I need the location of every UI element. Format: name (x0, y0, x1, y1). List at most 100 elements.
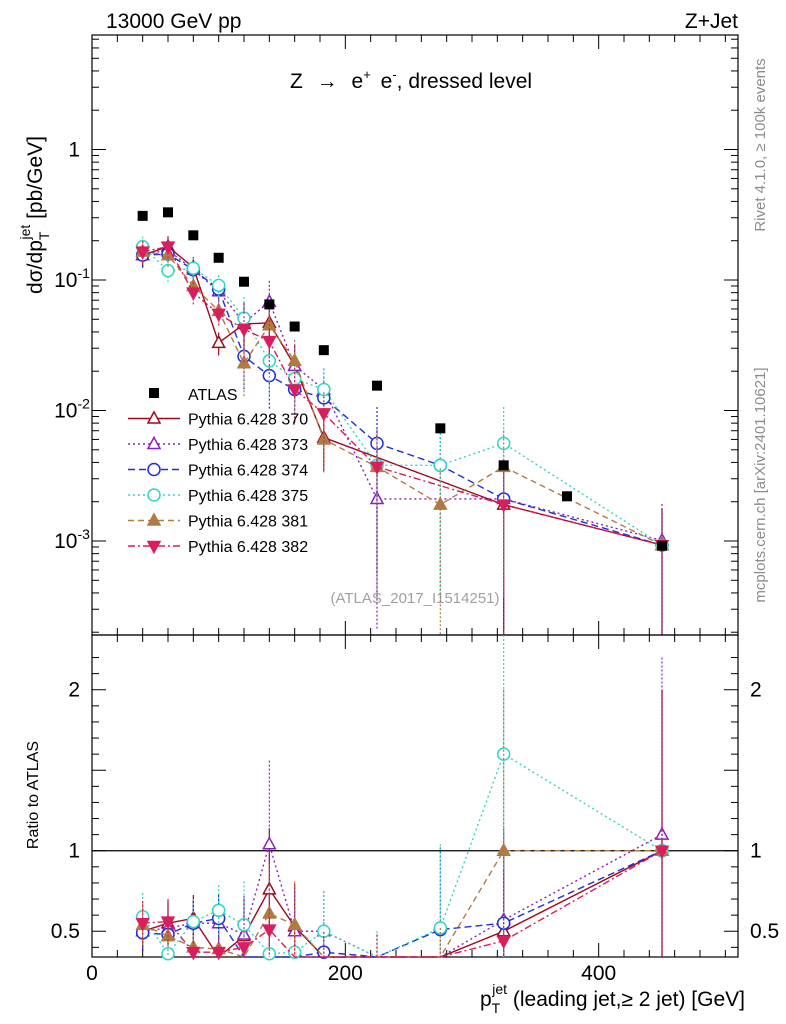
legend-entry-382: Pythia 6.428 382 (128, 539, 308, 556)
title-arrow: → (317, 70, 338, 93)
legend-marker (146, 540, 162, 555)
atlas-point (289, 321, 300, 332)
data-point (236, 355, 252, 369)
x-axis-label: pTjet (leading jet,≥ 2 jet) [GeV] (480, 981, 745, 1016)
data-point (369, 461, 385, 476)
ratio-data-point (262, 836, 277, 850)
ratio-data-point (496, 842, 511, 856)
ratio-data-point (135, 917, 150, 932)
xlabel-sub: T (492, 1000, 501, 1016)
title-minus: - (392, 67, 396, 82)
ratio-data-point (211, 903, 226, 918)
legend-label: Pythia 6.428 381 (188, 514, 308, 531)
ratio-data-point (186, 914, 201, 929)
analysis-watermark: (ATLAS_2017_I1514251) (330, 590, 499, 607)
title-plus: + (363, 67, 371, 82)
main-series-layer (135, 236, 670, 635)
data-point (287, 372, 302, 386)
ratio-series-382 (135, 689, 670, 961)
x-tick-label: 200 (328, 962, 363, 985)
title-e2: e (381, 70, 393, 93)
header-process-label: Z+Jet (685, 10, 738, 33)
ratio-series-line (142, 834, 663, 958)
ratio-data-point (211, 946, 226, 961)
series-line (142, 245, 663, 546)
legend-label: Pythia 6.428 374 (188, 463, 308, 480)
tick-base: 10 (54, 400, 77, 423)
data-point (496, 499, 511, 513)
main-y-tick-label: 10-3 (54, 526, 90, 553)
ratio-data-point (654, 826, 670, 840)
ylabel-sub: T (36, 231, 52, 240)
ratio-series-line (142, 850, 662, 958)
mcplots-label: mcplots.cern.ch [arXiv:2401.10621] (752, 367, 769, 602)
ratio-series-layer (135, 635, 670, 961)
tick-exponent: -1 (77, 265, 90, 281)
ratio-data-point (160, 916, 176, 930)
main-plot-title: Z → e+ e-, dressed level (290, 61, 532, 93)
ratio-y-tick-label-right: 2 (750, 679, 762, 702)
ratio-y-axis-label: Ratio to ATLAS (25, 741, 42, 849)
data-point (317, 382, 331, 397)
data-point (135, 246, 150, 260)
legend-entry-370: Pythia 6.428 370 (128, 410, 308, 429)
ratio-data-point (186, 946, 201, 961)
data-point (262, 335, 277, 350)
atlas-point (188, 230, 199, 241)
legend-entry-atlas: ATLAS (149, 387, 238, 404)
legend-entry-381: Pythia 6.428 381 (128, 512, 308, 531)
main-y-axis-ticks (91, 35, 738, 635)
tick-base: 10 (54, 530, 77, 553)
legend-marker (147, 488, 161, 502)
data-point (186, 261, 201, 276)
xlabel-main: p (480, 988, 492, 1011)
tick-exponent: -3 (77, 526, 90, 542)
data-point (287, 352, 302, 367)
data-point (160, 241, 176, 255)
xlabel-sup: jet (491, 981, 507, 997)
tick-exponent: -2 (77, 396, 90, 412)
main-y-axis-label: dσ/dpTjet [pb/GeV] (17, 136, 52, 294)
reference-data-layer (137, 207, 667, 551)
legend-entry-373: Pythia 6.428 373 (128, 435, 308, 454)
rivet-version-label: Rivet 4.1.0, ≥ 100k events (752, 58, 769, 231)
legend-entry-374: Pythia 6.428 374 (128, 463, 308, 480)
ratio-y-tick-label: 2 (68, 679, 80, 702)
ratio-data-point (496, 935, 511, 950)
header-energy-label: 13000 GeV pp (106, 10, 241, 33)
ratio-y-tick-label: 0.5 (51, 920, 80, 943)
data-point (161, 263, 175, 278)
data-point (236, 323, 252, 338)
data-point (316, 431, 332, 445)
legend-marker (146, 512, 162, 526)
xlabel-rest: (leading jet,≥ 2 jet) [GeV] (507, 988, 745, 1011)
title-z: Z (290, 70, 303, 93)
atlas-point (163, 207, 173, 218)
title-e1: e (352, 70, 364, 93)
legend-label: ATLAS (188, 387, 238, 404)
ylabel-main: dσ/dp (24, 240, 47, 294)
tick-base: 1 (68, 139, 80, 162)
atlas-point (264, 299, 275, 310)
main-series-382 (135, 236, 670, 635)
ratio-y-tick-label-right: 0.5 (750, 920, 779, 943)
x-tick-label: 0 (86, 962, 98, 985)
atlas-point (213, 252, 224, 263)
atlas-point (372, 380, 382, 391)
atlas-point (318, 345, 329, 356)
ratio-plot-frame (91, 634, 739, 958)
legend-label: Pythia 6.428 382 (188, 539, 308, 556)
main-y-tick-labels: 10-310-210-11 (54, 139, 90, 554)
data-point (211, 334, 226, 349)
data-point (211, 308, 226, 323)
data-point (433, 496, 448, 510)
ratio-data-point (654, 845, 670, 859)
legend-label: Pythia 6.428 373 (188, 437, 308, 454)
ratio-axis-ticks (91, 635, 738, 957)
legend-marker (146, 410, 162, 424)
legend-marker (149, 388, 159, 398)
atlas-point (657, 540, 667, 551)
main-y-tick-label: 10-1 (54, 265, 90, 292)
data-point (211, 278, 226, 293)
